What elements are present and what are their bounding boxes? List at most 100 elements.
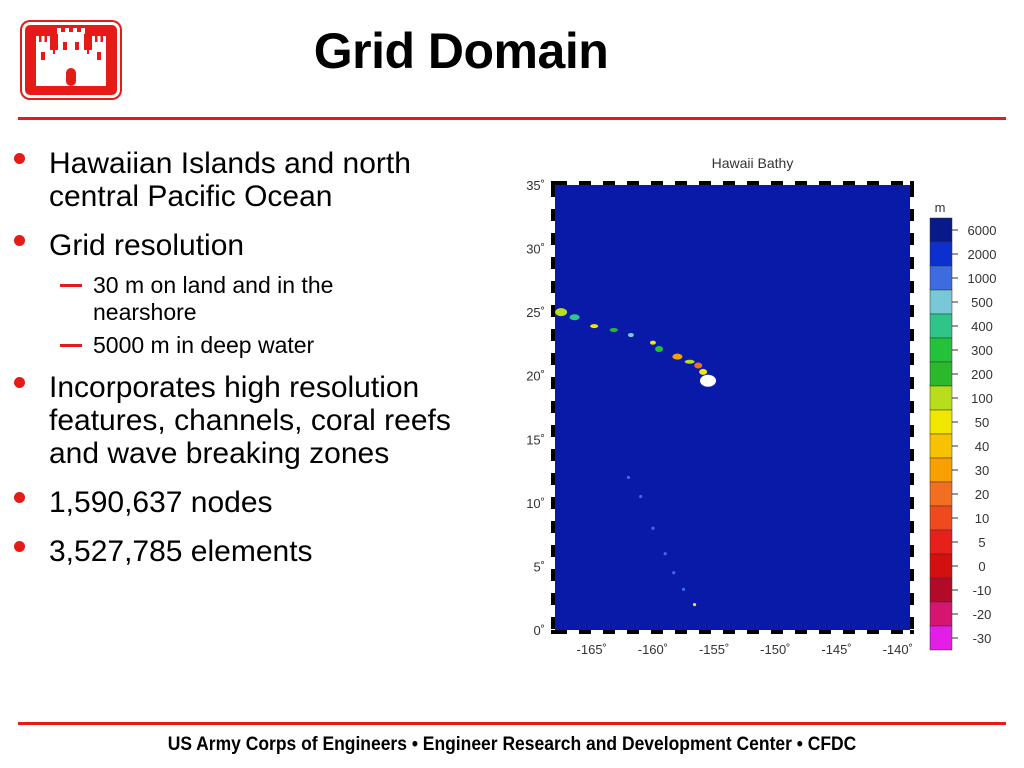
top-divider [18,117,1006,120]
island-shape [569,314,580,321]
x-tick-label: -140˚ [883,642,913,657]
seamount-dot [672,571,676,575]
bathymetry-map-chart: Hawaii Bathy 0˚ 5˚ 10˚ 15˚ 20˚ 25˚ 30˚ 35˚ -165˚ -… [526,155,997,657]
frame-tick-top [903,181,910,185]
colorbar-swatch [929,481,953,507]
frame-tick-left [551,269,555,281]
frame-tick-left [551,485,555,497]
frame-tick-bottom [711,630,723,634]
frame-tick-right [910,389,914,401]
frame-tick-left [551,509,555,521]
frame-tick-left [551,365,555,377]
frame-tick-bottom [759,630,771,634]
sub-bullet-item: 5000 m in deep water [14,332,514,359]
colorbar-label: 20 [975,487,989,502]
y-tick-label: 35˚ [526,178,545,193]
colorbar-swatch [929,361,953,387]
island-shape [694,362,703,369]
bullet-text-line: 1,590,637 nodes [49,486,273,519]
bullet-dot-icon [14,235,25,246]
frame-tick-top [783,181,795,185]
seamount-dot [663,552,667,556]
frame-tick-bottom [879,630,891,634]
frame-tick-right [910,293,914,305]
frame-tick-left [551,605,555,617]
sub-bullet-item: 30 m on land and in the nearshore [14,272,514,326]
island-shape [684,359,695,364]
y-tick-label: 0˚ [533,623,545,638]
frame-tick-right [910,197,914,209]
frame-tick-left [551,413,555,425]
frame-tick-top [591,181,603,185]
frame-tick-top [711,181,723,185]
frame-tick-left [551,341,555,353]
bullet-text-line: 5000 m in deep water [93,332,315,358]
bottom-divider [18,722,1006,725]
colorbar-swatch [929,553,953,579]
colorbar-label: -10 [973,583,992,598]
colorbar-swatch [929,625,953,651]
colorbar-label: 10 [975,511,989,526]
frame-tick-top [567,181,579,185]
colorbar-label: 50 [975,415,989,430]
bullet-text-line: Incorporates high resolution [49,371,420,404]
bullet-item: Incorporates high resolution features, ch… [14,371,514,470]
colorbar-swatch [929,289,953,315]
frame-tick-bottom [663,630,675,634]
colorbar-swatch [929,385,953,411]
colorbar-swatch [929,433,953,459]
colorbar-swatch [929,529,953,555]
frame-tick-bottom [591,630,603,634]
frame-tick-right [910,317,914,329]
colorbar-label: 6000 [968,223,997,238]
colorbar-swatch [929,577,953,603]
colorbar-unit: m [935,200,946,215]
frame-tick-right [910,581,914,593]
frame-tick-right [910,533,914,545]
frame-tick-left [551,581,555,593]
frame-tick-left [551,317,555,329]
x-tick-label: -150˚ [760,642,790,657]
bullet-list: Hawaiian Islands and north central Pacifi… [14,147,514,584]
frame-tick-bottom [567,630,579,634]
x-tick-label: -160˚ [638,642,668,657]
dash-icon [60,284,82,287]
frame-tick-bottom [783,630,795,634]
colorbar-swatch [929,337,953,363]
frame-tick-right [910,605,914,617]
island-shape [672,353,683,360]
colorbar-swatch [929,601,953,627]
colorbar-label: -20 [973,607,992,622]
colorbar-label: -30 [973,631,992,646]
frame-tick-top [735,181,747,185]
x-tick-label: -165˚ [577,642,607,657]
colorbar-swatch [929,313,953,339]
bullet-text-line: central Pacific Ocean [49,180,333,213]
dash-icon [60,344,82,347]
bullet-item: Hawaiian Islands and north central Pacifi… [14,147,514,213]
island-shape [649,340,656,345]
frame-tick-right [910,221,914,233]
frame-tick-left [551,389,555,401]
seamount-dot [692,602,697,607]
frame-tick-top [615,181,627,185]
frame-tick-left [551,293,555,305]
frame-tick-right [910,461,914,473]
colorbar-label: 2000 [968,247,997,262]
x-tick-label: -145˚ [821,642,851,657]
bullet-item: Grid resolution [14,229,514,262]
y-tick-label: 20˚ [526,369,545,384]
footer-text: US Army Corps of Engineers • Engineer Re… [167,734,857,755]
bullet-dot-icon [14,541,25,552]
frame-tick-right [910,269,914,281]
frame-tick-left [551,221,555,233]
seamount-dot [626,475,631,480]
colorbar-label: 200 [971,367,993,382]
frame-tick-right [910,485,914,497]
seamount-dot [639,494,643,499]
frame-tick-left [551,557,555,569]
frame-tick-bottom [903,630,910,634]
island-shape [699,368,708,375]
colorbar-swatch [929,265,953,291]
colorbar-swatch [929,241,953,267]
